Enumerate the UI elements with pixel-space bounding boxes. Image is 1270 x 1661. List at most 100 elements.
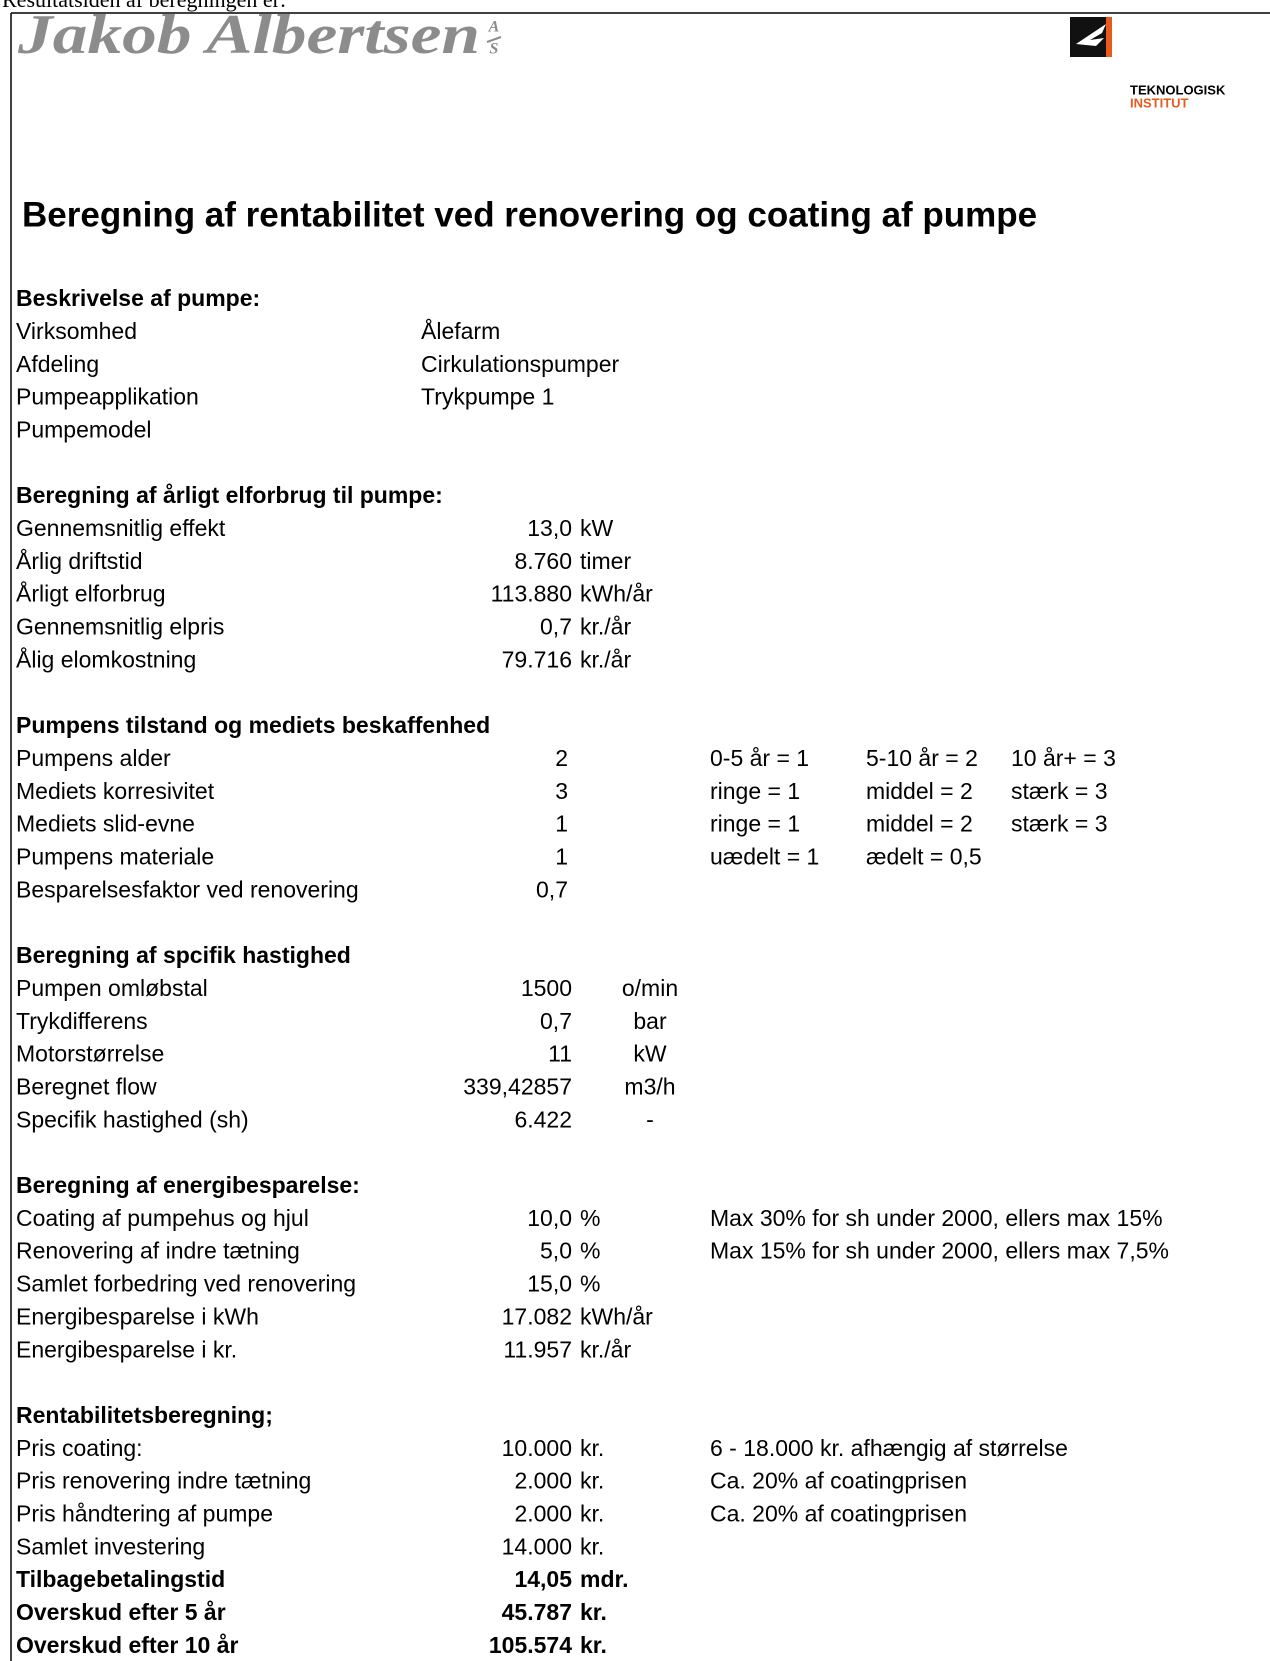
row-label: Mediets slid-evne xyxy=(16,811,195,837)
row-label: Coating af pumpehus og hjul xyxy=(16,1205,309,1231)
logo-suffix-top: A xyxy=(488,19,500,36)
logo-name: Jakob Albertsen xyxy=(17,4,480,66)
row-label: Afdeling xyxy=(16,351,99,377)
row-unit: mdr. xyxy=(580,1566,629,1592)
row-value: 2 xyxy=(555,745,568,771)
row-label: Pris renovering indre tætning xyxy=(16,1468,311,1494)
row-value: 8.760 xyxy=(514,548,572,574)
row-value: 0,7 xyxy=(536,876,568,902)
row-label: Overskud efter 5 år xyxy=(16,1599,226,1625)
row-unit: kr./år xyxy=(580,646,631,672)
row-value: 5,0 xyxy=(540,1238,572,1264)
row-note: ædelt = 0,5 xyxy=(866,844,982,870)
row-unit: kWh/år xyxy=(580,581,653,607)
row-note: Max 30% for sh under 2000, ellers max 15… xyxy=(710,1205,1163,1231)
row-unit: kW xyxy=(633,1041,667,1067)
row-value: 3 xyxy=(555,778,568,804)
row-note: stærk = 3 xyxy=(1011,811,1108,837)
row-label: Pumpens materiale xyxy=(16,844,214,870)
row-unit: kr. xyxy=(580,1435,604,1461)
section-heading: Beregning af energibesparelse: xyxy=(16,1172,360,1198)
row-note: stærk = 3 xyxy=(1011,778,1108,804)
row-label: Pumpeapplikation xyxy=(16,384,199,410)
logo-slash xyxy=(486,36,502,43)
row-value: 0,7 xyxy=(540,614,572,640)
row-value: 0,7 xyxy=(540,1008,572,1034)
row-value: Trykpumpe 1 xyxy=(421,384,554,410)
row-label: Samlet forbedring ved renovering xyxy=(16,1271,356,1297)
row-note: Max 15% for sh under 2000, ellers max 7,… xyxy=(710,1238,1169,1264)
row-value: 1 xyxy=(555,811,568,837)
row-value: Cirkulationspumper xyxy=(421,351,619,377)
section-heading: Rentabilitetsberegning; xyxy=(16,1402,273,1428)
row-label: Ålig elomkostning xyxy=(16,645,196,672)
row-value: 79.716 xyxy=(502,646,572,672)
row-label: Pris håndtering af pumpe xyxy=(16,1501,273,1527)
partner-icon xyxy=(1070,17,1112,57)
row-note: middel = 2 xyxy=(866,811,973,837)
row-unit: o/min xyxy=(622,975,678,1001)
row-value: 45.787 xyxy=(502,1599,572,1625)
row-unit: kW xyxy=(580,515,614,541)
row-unit: m3/h xyxy=(624,1073,675,1099)
row-note: 0-5 år = 1 xyxy=(710,745,809,771)
row-note: middel = 2 xyxy=(866,778,973,804)
row-value: 17.082 xyxy=(502,1303,572,1329)
row-label: Pumpen omløbstal xyxy=(16,975,208,1001)
row-unit: - xyxy=(646,1106,654,1132)
row-unit: % xyxy=(580,1238,600,1264)
row-value: 11.957 xyxy=(503,1336,572,1362)
row-label: Gennemsnitlig effekt xyxy=(16,515,226,541)
row-label: Mediets korresivitet xyxy=(16,778,215,804)
partner-line2: INSTITUT xyxy=(1130,95,1189,110)
row-value: 10.000 xyxy=(502,1435,572,1461)
row-note: 5-10 år = 2 xyxy=(866,745,978,771)
row-value: 11 xyxy=(548,1041,572,1067)
row-label: Gennemsnitlig elpris xyxy=(16,614,224,640)
row-label: Besparelsesfaktor ved renovering xyxy=(16,876,359,902)
row-unit: kr. xyxy=(580,1468,604,1494)
row-value: 10,0 xyxy=(527,1205,572,1231)
row-value: 6.422 xyxy=(514,1106,572,1132)
section-heading: Beregning af spcifik hastighed xyxy=(16,942,351,968)
row-unit: % xyxy=(580,1205,600,1231)
row-label: Overskud efter 10 år xyxy=(16,1632,239,1658)
page-title: Beregning af rentabilitet ved renovering… xyxy=(22,195,1037,234)
row-value: 15,0 xyxy=(527,1271,572,1297)
section-heading: Beregning af årligt elforbrug til pumpe: xyxy=(16,482,443,508)
row-unit: timer xyxy=(580,548,631,574)
row-note: 10 år+ = 3 xyxy=(1011,745,1116,771)
row-value: 1500 xyxy=(521,975,572,1001)
row-value: Ålefarm xyxy=(421,317,500,344)
row-unit: kr. xyxy=(580,1533,604,1559)
row-value: 105.574 xyxy=(489,1632,572,1658)
row-value: 339,42857 xyxy=(463,1073,572,1099)
row-value: 14,05 xyxy=(514,1566,572,1592)
row-label: Virksomhed xyxy=(16,318,137,344)
row-label: Beregnet flow xyxy=(16,1073,157,1099)
row-label: Samlet investering xyxy=(16,1533,205,1559)
logo-suffix-bottom: S xyxy=(490,41,499,58)
row-label: Årlig driftstid xyxy=(16,547,143,574)
row-value: 2.000 xyxy=(514,1501,572,1527)
row-value: 113.880 xyxy=(491,581,572,607)
row-note: 6 - 18.000 kr. afhængig af størrelse xyxy=(710,1435,1068,1461)
row-unit: bar xyxy=(633,1008,667,1034)
row-note: Ca. 20% af coatingprisen xyxy=(710,1501,967,1527)
section-heading: Beskrivelse af pumpe: xyxy=(16,285,260,311)
row-unit: kr. xyxy=(580,1599,607,1625)
row-unit: kr. xyxy=(580,1632,607,1658)
row-value: 13,0 xyxy=(527,515,572,541)
row-label: Motorstørrelse xyxy=(16,1041,164,1067)
row-value: 1 xyxy=(555,844,568,870)
row-unit: kr. xyxy=(580,1501,604,1527)
row-label: Energibesparelse i kr. xyxy=(16,1336,237,1362)
row-label: Pumpens alder xyxy=(16,745,171,771)
row-value: 2.000 xyxy=(514,1468,572,1494)
section-heading: Pumpens tilstand og mediets beskaffenhed xyxy=(16,712,490,738)
row-note: ringe = 1 xyxy=(710,811,800,837)
row-label: Tilbagebetalingstid xyxy=(16,1566,225,1592)
row-unit: % xyxy=(580,1271,600,1297)
row-label: Energibesparelse i kWh xyxy=(16,1303,259,1329)
row-label: Pumpemodel xyxy=(16,416,152,442)
